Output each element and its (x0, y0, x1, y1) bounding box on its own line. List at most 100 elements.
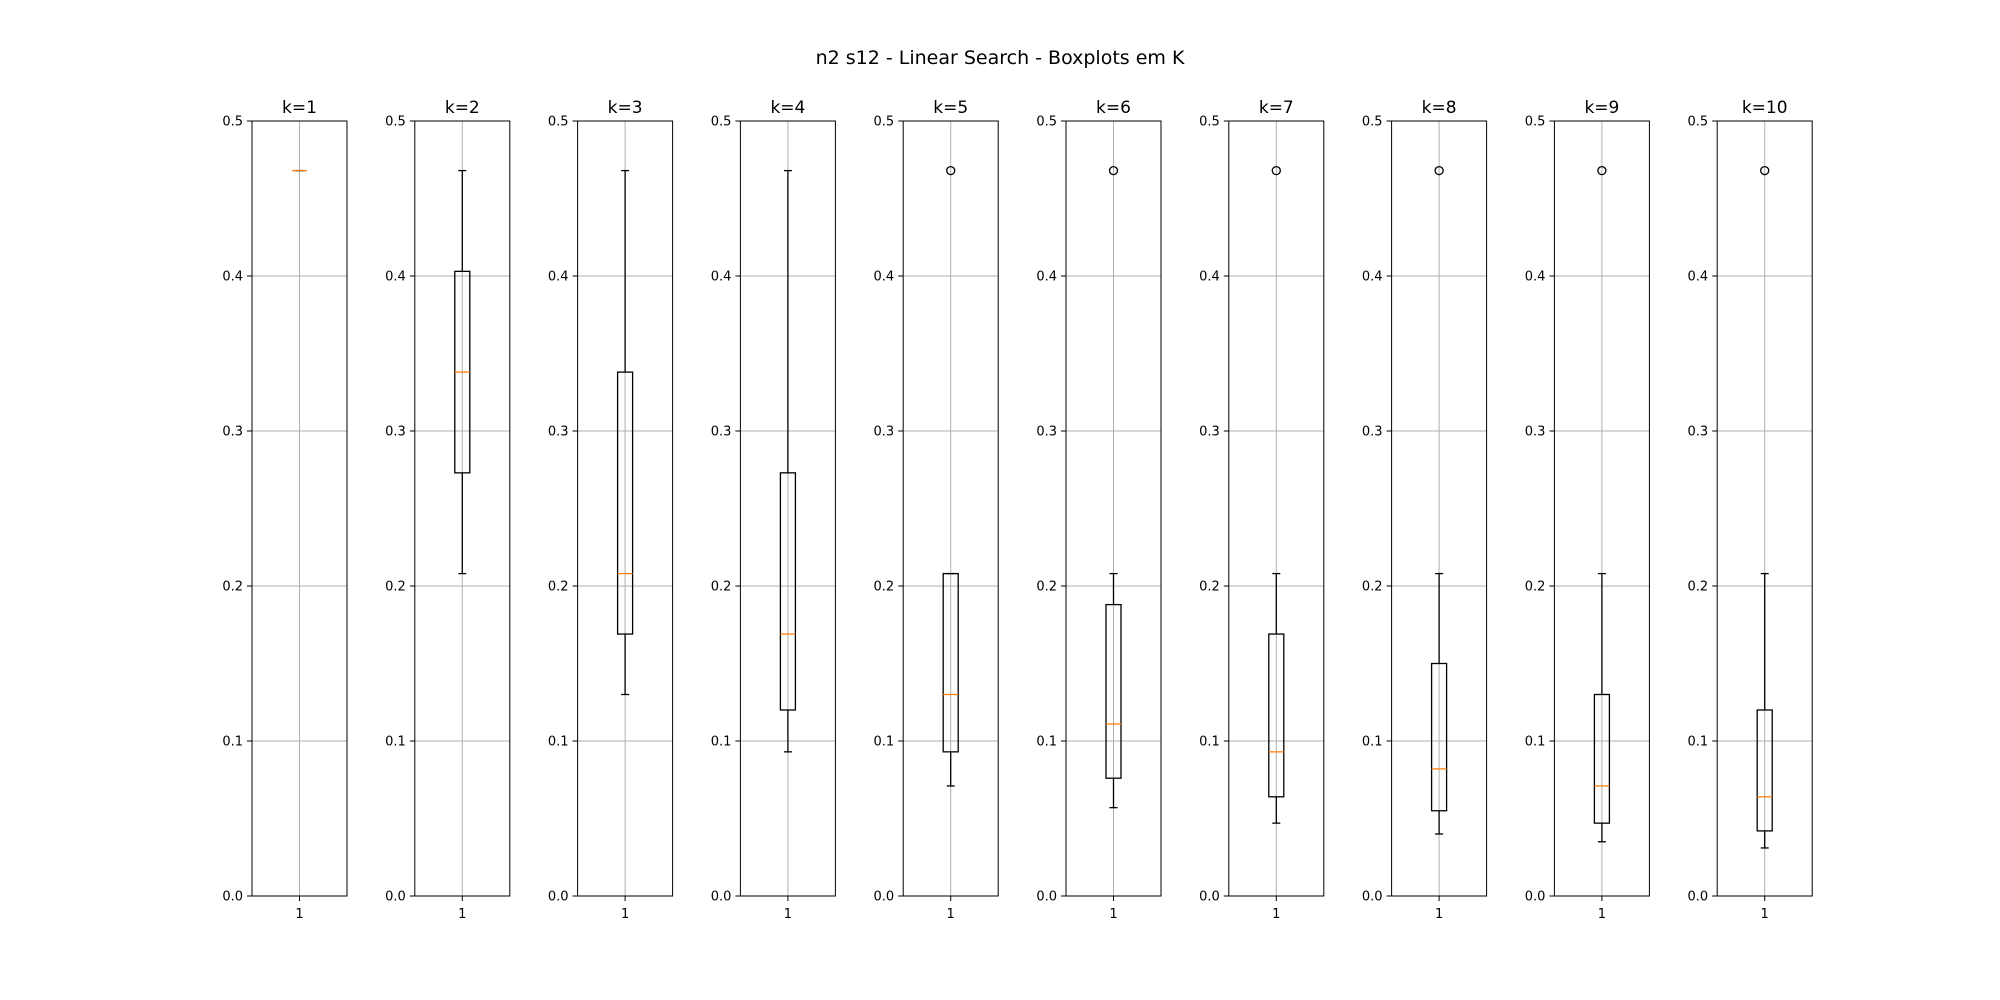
y-tick-label: 0.3 (874, 425, 895, 440)
x-tick-label: 1 (947, 907, 955, 922)
y-tick-label: 0.0 (385, 890, 406, 905)
y-tick-label: 0.4 (874, 270, 895, 285)
y-tick-label: 0.2 (1362, 580, 1383, 595)
panel-title: k=8 (1422, 98, 1457, 118)
y-tick-label: 0.0 (1362, 890, 1383, 905)
y-tick-label: 0.3 (1036, 425, 1057, 440)
outlier-point (1434, 165, 1444, 176)
y-tick-label: 0.5 (1036, 115, 1057, 130)
y-tick-label: 0.4 (1199, 270, 1220, 285)
x-tick-label: 1 (1272, 907, 1280, 922)
y-tick-label: 0.2 (222, 580, 243, 595)
y-tick-label: 0.1 (385, 735, 406, 750)
panel-title: k=2 (445, 98, 480, 118)
x-tick-label: 1 (621, 907, 629, 922)
y-tick-label: 0.2 (1036, 580, 1057, 595)
y-tick-label: 0.2 (548, 580, 569, 595)
y-tick-label: 0.1 (1036, 735, 1057, 750)
panels-group: 0.0 0.1 0.2 0.3 0.4 0.5 1 k=1 0.0 0.1 0.2 0.3 0.4 0.5… (222, 98, 1813, 922)
y-tick-label: 0.0 (548, 890, 569, 905)
iqr-box (1756, 709, 1773, 832)
panel-2: 0.0 0.1 0.2 0.3 0.4 0.5 1 k=2 (385, 98, 511, 922)
y-tick-label: 0.1 (1525, 735, 1546, 750)
x-tick-label: 1 (458, 907, 466, 922)
x-tick-label: 1 (784, 907, 792, 922)
x-tick-label: 1 (1761, 907, 1769, 922)
panel-title: k=6 (1096, 98, 1131, 118)
y-tick-label: 0.5 (385, 115, 406, 130)
panel-4: 0.0 0.1 0.2 0.3 0.4 0.5 1 k=4 (711, 98, 836, 922)
panel-9: 0.0 0.1 0.2 0.3 0.4 0.5 1 k=9 (1525, 98, 1650, 922)
y-tick-label: 0.0 (1036, 890, 1057, 905)
panel-3: 0.0 0.1 0.2 0.3 0.4 0.5 1 k=3 (548, 98, 674, 922)
y-tick-label: 0.3 (711, 425, 732, 440)
iqr-box (1430, 662, 1448, 812)
outlier-point (1597, 165, 1607, 176)
y-tick-label: 0.3 (385, 425, 406, 440)
panel-5: 0.0 0.1 0.2 0.3 0.4 0.5 1 k=5 (874, 98, 999, 922)
panel-title: k=4 (770, 98, 805, 118)
chart-title: n2 s12 - Linear Search - Boxplots em K (816, 47, 1185, 69)
y-tick-label: 0.5 (874, 115, 895, 130)
y-tick-label: 0.5 (222, 115, 243, 130)
x-tick-label: 1 (1109, 907, 1117, 922)
panel-title: k=1 (282, 98, 317, 118)
y-tick-label: 0.4 (1688, 270, 1709, 285)
y-tick-label: 0.2 (1525, 580, 1546, 595)
y-tick-label: 0.1 (1688, 735, 1709, 750)
y-tick-label: 0.2 (711, 580, 732, 595)
y-tick-label: 0.5 (1525, 115, 1546, 130)
y-tick-label: 0.2 (385, 580, 406, 595)
iqr-box (1105, 603, 1122, 779)
y-tick-label: 0.0 (874, 890, 895, 905)
y-tick-label: 0.3 (1199, 425, 1220, 440)
outlier-point (946, 165, 956, 176)
panel-title: k=7 (1259, 98, 1294, 118)
y-tick-label: 0.3 (222, 425, 243, 440)
outlier-point (1760, 165, 1770, 176)
y-tick-label: 0.1 (711, 735, 732, 750)
panel-title: k=10 (1742, 98, 1788, 118)
y-tick-label: 0.5 (711, 115, 732, 130)
y-tick-label: 0.0 (1688, 890, 1709, 905)
y-tick-label: 0.3 (1688, 425, 1709, 440)
iqr-box (779, 472, 797, 711)
panel-10: 0.0 0.1 0.2 0.3 0.4 0.5 1 k=10 (1688, 98, 1813, 922)
y-tick-label: 0.4 (385, 270, 406, 285)
panel-7: 0.0 0.1 0.2 0.3 0.4 0.5 1 k=7 (1199, 98, 1325, 922)
y-tick-label: 0.1 (1199, 735, 1220, 750)
iqr-box (942, 572, 959, 753)
iqr-box (1268, 633, 1285, 798)
y-tick-label: 0.4 (222, 270, 243, 285)
panel-title: k=5 (933, 98, 968, 118)
y-tick-label: 0.1 (222, 735, 243, 750)
y-tick-label: 0.5 (548, 115, 569, 130)
panel-title: k=9 (1584, 98, 1619, 118)
y-tick-label: 0.3 (548, 425, 569, 440)
outlier-point (1108, 165, 1119, 176)
y-tick-label: 0.1 (548, 735, 569, 750)
iqr-box (1593, 693, 1611, 824)
iqr-box (616, 371, 634, 635)
y-tick-label: 0.4 (548, 270, 569, 285)
y-tick-label: 0.2 (1199, 580, 1220, 595)
y-tick-label: 0.5 (1362, 115, 1383, 130)
panel-8: 0.0 0.1 0.2 0.3 0.4 0.5 1 k=8 (1362, 98, 1488, 922)
outlier-point (1271, 165, 1281, 176)
y-tick-label: 0.4 (1362, 270, 1383, 285)
x-tick-label: 1 (1435, 907, 1443, 922)
y-tick-label: 0.2 (1688, 580, 1709, 595)
panel-6: 0.0 0.1 0.2 0.3 0.4 0.5 1 k=6 (1036, 98, 1162, 922)
y-tick-label: 0.3 (1525, 425, 1546, 440)
y-tick-label: 0.0 (711, 890, 732, 905)
y-tick-label: 0.5 (1688, 115, 1709, 130)
y-tick-label: 0.0 (1199, 890, 1220, 905)
y-tick-label: 0.1 (1362, 735, 1383, 750)
x-tick-label: 1 (1598, 907, 1606, 922)
y-tick-label: 0.1 (874, 735, 895, 750)
y-tick-label: 0.0 (222, 890, 243, 905)
panel-title: k=3 (608, 98, 643, 118)
y-tick-label: 0.0 (1525, 890, 1546, 905)
